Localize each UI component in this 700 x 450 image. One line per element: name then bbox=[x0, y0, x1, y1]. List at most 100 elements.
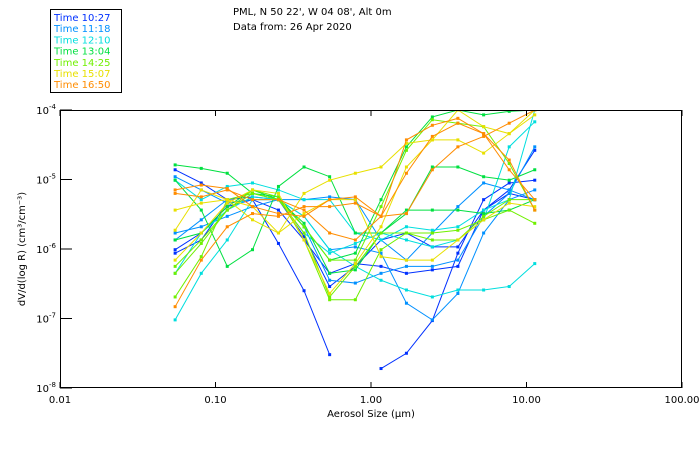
data-point bbox=[404, 231, 408, 235]
data-point bbox=[533, 148, 537, 152]
data-point bbox=[379, 231, 383, 235]
chart-title-line1: PML, N 50 22', W 04 08', Alt 0m bbox=[233, 7, 392, 18]
series-line bbox=[173, 188, 537, 322]
data-point bbox=[456, 225, 460, 229]
axes: 0.01 0.10 1.00 10.00 100.00 10-4 10-5 10-6 10-7 1… bbox=[36, 103, 699, 406]
data-point bbox=[251, 218, 255, 222]
data-point bbox=[199, 255, 203, 259]
data-point bbox=[533, 188, 537, 192]
data-point bbox=[276, 198, 280, 202]
data-point bbox=[328, 291, 332, 295]
data-point bbox=[430, 238, 434, 242]
data-point bbox=[482, 288, 486, 292]
data-point bbox=[199, 198, 203, 202]
data-point bbox=[353, 201, 357, 205]
data-point bbox=[482, 181, 486, 185]
data-point bbox=[482, 198, 486, 202]
data-point bbox=[456, 145, 460, 149]
data-point bbox=[251, 212, 255, 216]
data-point bbox=[482, 214, 486, 218]
data-point bbox=[430, 208, 434, 212]
data-point bbox=[199, 238, 203, 242]
data-point bbox=[302, 234, 306, 238]
data-point bbox=[276, 188, 280, 192]
data-point bbox=[430, 295, 434, 299]
data-point bbox=[507, 168, 511, 172]
data-point bbox=[328, 175, 332, 179]
x-axis-label: Aerosol Size (µm) bbox=[327, 409, 415, 420]
data-point bbox=[482, 151, 486, 155]
data-point bbox=[456, 245, 460, 249]
data-point bbox=[302, 221, 306, 225]
y-tick-label: 10-8 bbox=[36, 381, 56, 395]
data-point bbox=[276, 212, 280, 216]
y-tick-label: 10-6 bbox=[36, 242, 56, 256]
data-point bbox=[302, 231, 306, 235]
data-point bbox=[456, 238, 460, 242]
data-point bbox=[456, 228, 460, 232]
data-point bbox=[507, 201, 511, 205]
data-point bbox=[507, 181, 511, 185]
data-point bbox=[379, 278, 383, 282]
data-point bbox=[353, 171, 357, 175]
data-point bbox=[199, 166, 203, 170]
legend-entry: Time 12:10 bbox=[53, 35, 110, 46]
data-point bbox=[482, 208, 486, 212]
data-point bbox=[404, 141, 408, 145]
data-point bbox=[276, 214, 280, 218]
data-point bbox=[302, 191, 306, 195]
data-point bbox=[353, 281, 357, 285]
series-line bbox=[173, 116, 537, 242]
data-point bbox=[507, 208, 511, 212]
data-point bbox=[404, 264, 408, 268]
data-point bbox=[199, 195, 203, 199]
data-point bbox=[379, 367, 383, 371]
data-point bbox=[251, 188, 255, 192]
legend-box bbox=[50, 9, 122, 93]
data-point bbox=[533, 198, 537, 202]
data-point bbox=[225, 238, 229, 242]
data-point bbox=[533, 168, 537, 172]
data-point bbox=[533, 208, 537, 212]
data-point bbox=[173, 228, 177, 232]
data-point bbox=[199, 258, 203, 262]
data-point bbox=[173, 238, 177, 242]
data-point bbox=[404, 238, 408, 242]
data-point bbox=[251, 198, 255, 202]
data-point bbox=[199, 188, 203, 192]
data-point bbox=[379, 251, 383, 255]
data-point bbox=[276, 191, 280, 195]
data-point bbox=[430, 165, 434, 169]
data-point bbox=[507, 198, 511, 202]
x-tick-label: 0.01 bbox=[49, 395, 71, 406]
data-point bbox=[404, 145, 408, 149]
data-point bbox=[353, 241, 357, 245]
data-point bbox=[507, 110, 511, 113]
data-point bbox=[507, 158, 511, 162]
data-point bbox=[404, 138, 408, 142]
data-point bbox=[533, 113, 537, 117]
legend-entry: Time 15:07 bbox=[53, 69, 110, 80]
legend-entry: Time 10:27 bbox=[53, 13, 110, 24]
data-point bbox=[507, 285, 511, 289]
data-point bbox=[353, 198, 357, 202]
data-point bbox=[430, 228, 434, 232]
data-point bbox=[225, 214, 229, 218]
data-point bbox=[173, 248, 177, 252]
data-point bbox=[379, 205, 383, 209]
legend-entry: Time 16:50 bbox=[53, 80, 110, 91]
x-tick-label: 1.00 bbox=[360, 395, 382, 406]
data-point bbox=[404, 212, 408, 216]
data-point bbox=[533, 120, 537, 124]
data-point bbox=[328, 248, 332, 252]
data-point bbox=[328, 198, 332, 202]
data-point bbox=[276, 241, 280, 245]
series-path bbox=[174, 199, 331, 355]
data-point bbox=[173, 163, 177, 167]
data-point bbox=[199, 183, 203, 187]
data-point bbox=[404, 351, 408, 355]
data-point bbox=[430, 123, 434, 127]
data-point bbox=[173, 175, 177, 179]
plot-frame bbox=[60, 110, 682, 388]
